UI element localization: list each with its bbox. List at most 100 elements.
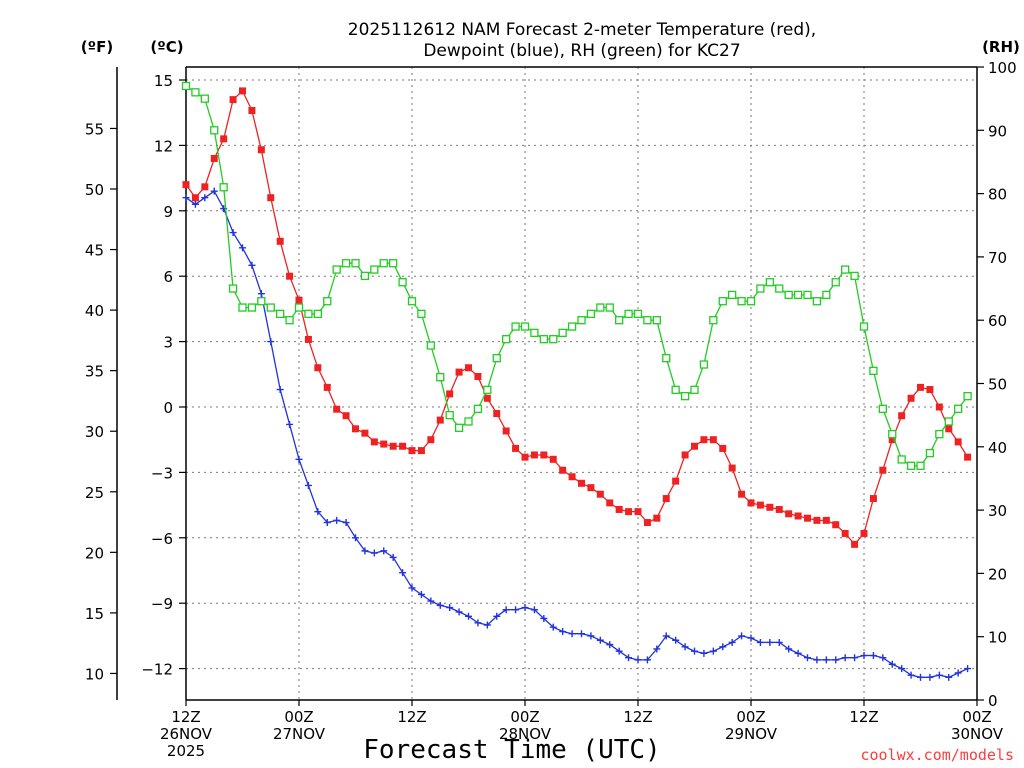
data-point-dewpoint bbox=[681, 643, 689, 651]
rh-tick-label: 10 bbox=[988, 629, 1007, 647]
data-point-rh bbox=[822, 290, 831, 300]
fahrenheit-tick-label: 30 bbox=[85, 423, 104, 441]
data-point-temperature bbox=[907, 394, 915, 402]
rh-tick-label: 20 bbox=[988, 565, 1007, 583]
data-point-temperature bbox=[239, 87, 246, 95]
fahrenheit-tick-label: 25 bbox=[85, 484, 104, 502]
data-point-rh bbox=[859, 322, 869, 331]
data-point-rh bbox=[191, 88, 200, 97]
data-point-rh bbox=[238, 303, 247, 312]
data-point-temperature bbox=[220, 135, 228, 143]
data-point-dewpoint bbox=[465, 612, 472, 620]
data-point-rh bbox=[643, 316, 652, 325]
data-point-rh bbox=[200, 94, 209, 103]
data-point-temperature bbox=[521, 453, 529, 461]
data-point-temperature bbox=[389, 442, 397, 450]
data-point-rh bbox=[963, 392, 972, 401]
data-point-dewpoint bbox=[436, 601, 444, 609]
data-point-temperature bbox=[615, 505, 623, 513]
data-point-temperature bbox=[540, 451, 548, 459]
data-point-dewpoint bbox=[380, 547, 388, 555]
data-point-dewpoint bbox=[662, 632, 670, 640]
data-point-dewpoint bbox=[860, 652, 868, 660]
x-tick-label: 29NOV bbox=[725, 725, 778, 743]
fahrenheit-tick-label: 40 bbox=[85, 302, 104, 320]
data-point-temperature bbox=[474, 372, 482, 380]
data-point-rh bbox=[812, 297, 822, 306]
data-point-rh bbox=[916, 461, 925, 470]
data-point-temperature bbox=[869, 495, 877, 503]
data-point-temperature bbox=[935, 403, 943, 411]
data-point-rh bbox=[690, 385, 699, 394]
data-point-dewpoint bbox=[295, 455, 303, 463]
data-point-dewpoint bbox=[587, 632, 595, 640]
data-point-rh bbox=[784, 290, 793, 300]
data-point-temperature bbox=[700, 436, 708, 444]
data-point-temperature bbox=[568, 473, 576, 481]
data-point-dewpoint bbox=[399, 569, 407, 577]
data-point-rh bbox=[502, 335, 511, 344]
data-point-dewpoint bbox=[719, 643, 727, 651]
data-point-temperature bbox=[267, 194, 275, 202]
data-point-dewpoint bbox=[898, 665, 906, 673]
data-point-temperature bbox=[559, 466, 567, 474]
axes-layer: 5550454035302520151015129630−3−6−9−12010… bbox=[85, 59, 1017, 760]
data-point-rh bbox=[360, 271, 370, 281]
data-point-temperature bbox=[182, 181, 190, 189]
data-point-dewpoint bbox=[257, 290, 265, 298]
data-point-dewpoint bbox=[700, 649, 708, 657]
x-axis-title: Forecast Time (UTC) bbox=[363, 735, 660, 765]
data-point-temperature bbox=[728, 464, 736, 472]
data-point-dewpoint bbox=[917, 673, 924, 681]
data-point-dewpoint bbox=[691, 647, 698, 655]
celsius-unit-label: (ºC) bbox=[150, 38, 183, 56]
data-point-rh bbox=[596, 303, 605, 312]
data-point-rh bbox=[257, 297, 266, 306]
data-point-dewpoint bbox=[427, 597, 435, 605]
chart-title-line-2: Dewpoint (blue), RH (green) for KC27 bbox=[423, 41, 740, 61]
data-point-temperature bbox=[672, 477, 680, 485]
data-point-rh bbox=[888, 429, 897, 439]
data-point-dewpoint bbox=[813, 656, 821, 664]
data-point-temperature bbox=[455, 368, 463, 376]
data-point-dewpoint bbox=[191, 200, 199, 208]
data-point-temperature bbox=[964, 453, 972, 461]
data-point-temperature bbox=[295, 296, 303, 304]
celsius-tick-label: 15 bbox=[154, 72, 173, 90]
chart-title-line-1: 2025112612 NAM Forecast 2-meter Temperat… bbox=[348, 20, 816, 40]
rh-tick-label: 100 bbox=[988, 59, 1017, 77]
data-point-temperature bbox=[483, 394, 491, 402]
data-point-dewpoint bbox=[747, 634, 755, 642]
data-point-temperature bbox=[201, 183, 209, 191]
data-point-temperature bbox=[587, 484, 595, 492]
data-point-rh bbox=[266, 303, 275, 312]
data-point-dewpoint bbox=[559, 628, 567, 636]
fahrenheit-tick-label: 15 bbox=[85, 605, 104, 623]
data-point-dewpoint bbox=[851, 654, 859, 662]
fahrenheit-tick-label: 20 bbox=[85, 544, 104, 562]
data-point-dewpoint bbox=[756, 638, 764, 646]
x-tick-label: 12Z bbox=[171, 708, 200, 726]
data-point-rh bbox=[294, 303, 304, 312]
data-point-dewpoint bbox=[945, 673, 953, 681]
data-point-temperature bbox=[643, 519, 651, 527]
x-tick-label: 00Z bbox=[736, 708, 765, 726]
data-point-rh bbox=[370, 265, 379, 274]
data-point-dewpoint bbox=[709, 647, 717, 655]
data-point-rh bbox=[662, 354, 671, 363]
data-point-temperature bbox=[370, 438, 378, 446]
series-layer bbox=[181, 81, 972, 681]
data-point-dewpoint bbox=[653, 645, 661, 653]
data-point-temperature bbox=[888, 436, 896, 444]
data-point-temperature bbox=[276, 237, 284, 245]
data-point-rh bbox=[615, 316, 624, 325]
data-point-dewpoint bbox=[417, 590, 425, 598]
data-point-dewpoint bbox=[370, 549, 378, 557]
data-point-rh bbox=[332, 265, 341, 274]
data-point-dewpoint bbox=[804, 654, 811, 662]
data-point-dewpoint bbox=[625, 654, 633, 662]
data-point-rh bbox=[228, 284, 238, 293]
data-point-rh bbox=[680, 392, 690, 401]
data-point-dewpoint bbox=[549, 623, 557, 631]
